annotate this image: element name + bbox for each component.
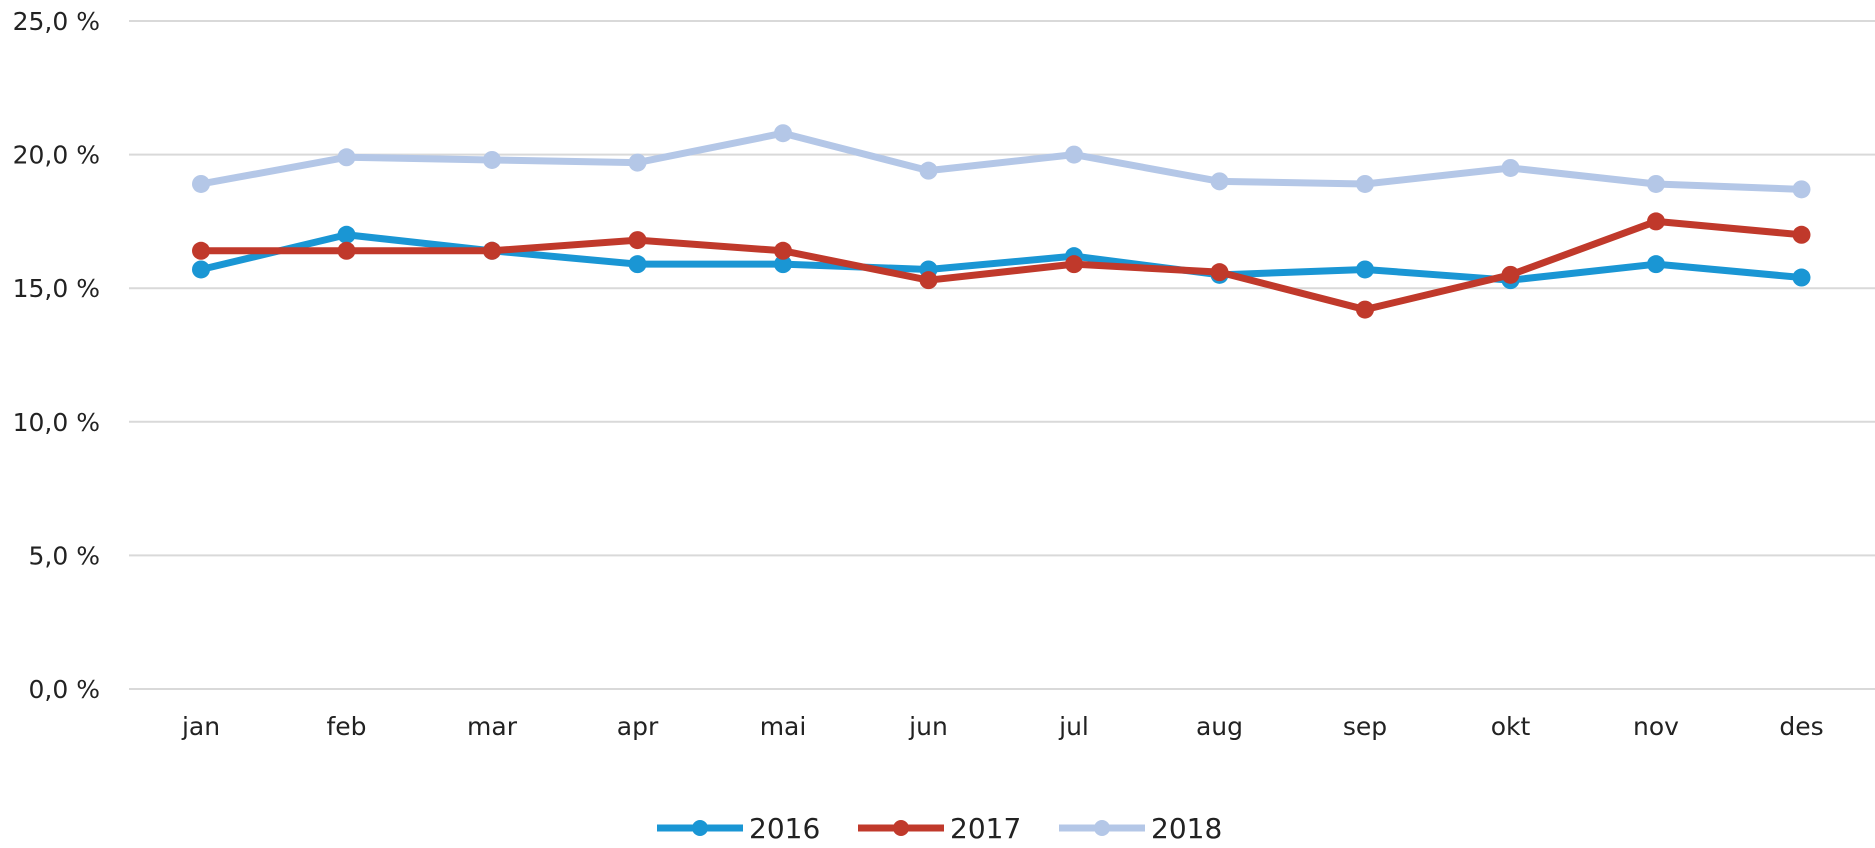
data-point [919,271,938,290]
legend-label-2018: 2018 [1151,812,1222,844]
data-point [337,241,356,260]
x-tick-label: jul [1058,712,1089,741]
legend-label-2017: 2017 [950,812,1021,844]
data-point [483,150,501,169]
x-tick-label: mai [760,712,807,741]
x-axis: jan feb mar apr mai jun jul aug sep okt nov des [181,712,1824,741]
x-tick-label: des [1779,712,1823,741]
y-axis: 0,0 % 5,0 % 10,0 % 15,0 % 20,0 % 25,0 % [13,7,100,704]
x-tick-label: mar [467,712,518,741]
x-tick-label: apr [617,712,659,741]
legend-marker-2017 [893,820,909,836]
legend-marker-2018 [1094,820,1110,836]
y-tick-label: 25,0 % [13,7,100,36]
data-point [1065,145,1083,164]
y-tick-label: 20,0 % [13,141,100,170]
data-point [1356,260,1374,279]
x-tick-label: jun [908,712,948,741]
data-point [774,255,792,274]
y-tick-label: 5,0 % [29,541,100,570]
y-tick-label: 10,0 % [13,408,100,437]
series-2018 [192,124,1811,199]
data-point [1356,300,1374,319]
legend-label-2016: 2016 [749,812,820,844]
data-point [1792,268,1811,287]
x-tick-label: sep [1343,712,1387,741]
data-point [1501,158,1520,177]
data-point [628,255,647,274]
data-point [192,241,210,260]
x-tick-label: feb [326,712,366,741]
data-point [628,231,647,250]
legend: 2016 2017 2018 [657,812,1222,845]
data-point [1647,212,1665,231]
data-point [483,241,501,260]
data-point [1210,263,1229,282]
series-2017 [192,212,1811,319]
gridlines [129,20,1875,690]
y-tick-label: 15,0 % [13,274,100,303]
data-point [1501,265,1520,284]
data-point [1356,174,1374,193]
series-line-2017 [201,217,1802,314]
legend-marker-2016 [692,820,708,836]
data-point [1647,255,1665,274]
data-point [919,161,938,180]
x-tick-label: jan [181,712,220,741]
y-tick-label: 0,0 % [29,675,100,704]
data-point [192,260,210,279]
data-point [1647,174,1665,193]
data-point [774,124,792,143]
data-point [192,174,210,193]
series-line-2018 [200,129,1802,193]
x-tick-label: okt [1491,712,1531,741]
data-point [1210,172,1229,191]
data-point [1792,180,1811,199]
data-point [628,153,647,172]
data-point [337,225,356,244]
data-point [1792,225,1811,244]
x-tick-label: nov [1633,712,1679,741]
data-point [774,241,792,260]
series-group [192,124,1811,319]
x-tick-label: aug [1196,712,1243,741]
data-point [337,148,356,167]
data-point [1065,255,1083,274]
